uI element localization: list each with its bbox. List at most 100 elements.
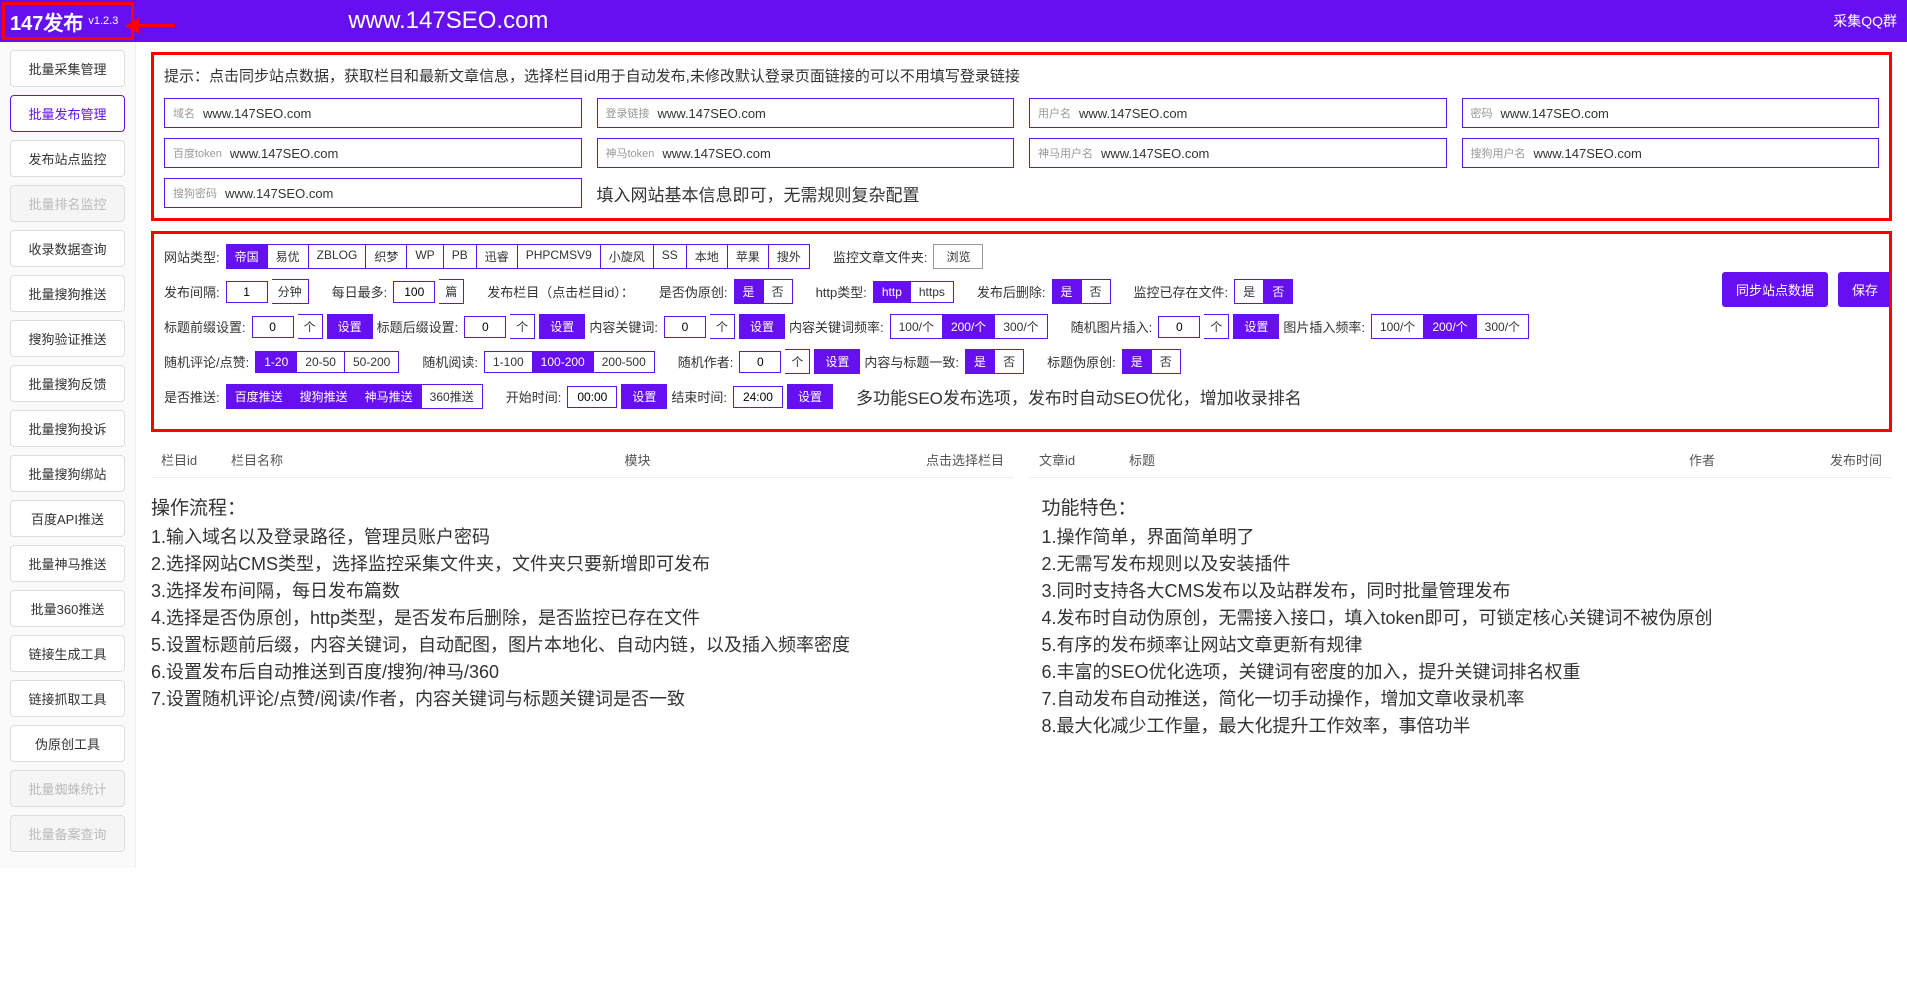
exist-group[interactable]: 是否 xyxy=(1234,279,1293,304)
option-button[interactable]: 否 xyxy=(1264,280,1292,303)
form-field[interactable]: 用户名www.147SEO.com xyxy=(1029,98,1447,128)
option-button[interactable]: 1-20 xyxy=(256,352,297,372)
art-author-header: 作者 xyxy=(1612,450,1792,469)
column-label: 发布栏目（点击栏目id）： xyxy=(487,282,634,301)
option-button[interactable]: 是 xyxy=(1235,280,1264,303)
sidebar-item[interactable]: 发布站点监控 xyxy=(10,140,125,177)
sidebar-item[interactable]: 批量搜狗反馈 xyxy=(10,365,125,402)
option-button[interactable]: 百度推送 xyxy=(227,385,292,408)
sidebar-item[interactable]: 伪原创工具 xyxy=(10,725,125,762)
option-button[interactable]: 200-500 xyxy=(594,352,654,372)
form-field[interactable]: 神马tokenwww.147SEO.com xyxy=(597,138,1015,168)
sidebar-item[interactable]: 搜狗验证推送 xyxy=(10,320,125,357)
option-button[interactable]: 否 xyxy=(1082,280,1110,303)
option-button[interactable]: 否 xyxy=(1152,350,1180,373)
form-field[interactable]: 登录链接www.147SEO.com xyxy=(597,98,1015,128)
match-group[interactable]: 是否 xyxy=(965,349,1024,374)
form-field[interactable]: 搜狗密码www.147SEO.com xyxy=(164,178,582,208)
imgfreq-group[interactable]: 100/个200/个300/个 xyxy=(1371,314,1529,339)
sidebar-item[interactable]: 批量搜狗推送 xyxy=(10,275,125,312)
sidebar-item[interactable]: 链接生成工具 xyxy=(10,635,125,672)
interval-input[interactable] xyxy=(226,281,268,303)
option-button[interactable]: 本地 xyxy=(687,245,728,268)
option-button[interactable]: 苹果 xyxy=(728,245,769,268)
suffix-set-button[interactable]: 设置 xyxy=(539,314,585,339)
end-input[interactable] xyxy=(733,386,783,408)
option-button[interactable]: 50-200 xyxy=(345,352,398,372)
option-button[interactable]: 易优 xyxy=(268,245,309,268)
option-button[interactable]: 是 xyxy=(735,280,764,303)
sidebar-item[interactable]: 批量搜狗投诉 xyxy=(10,410,125,447)
form-field[interactable]: 百度tokenwww.147SEO.com xyxy=(164,138,582,168)
read-group[interactable]: 1-100100-200200-500 xyxy=(484,351,655,373)
option-button[interactable]: 100-200 xyxy=(533,352,594,372)
del-group[interactable]: 是否 xyxy=(1052,279,1111,304)
kwfreq-group[interactable]: 100/个200/个300/个 xyxy=(890,314,1048,339)
form-field[interactable]: 搜狗用户名www.147SEO.com xyxy=(1462,138,1880,168)
http-group[interactable]: httphttps xyxy=(873,281,954,303)
site-type-group[interactable]: 帝国易优ZBLOG织梦WPPB迅睿PHPCMSV9小旋风SS本地苹果搜外 xyxy=(226,244,810,269)
sidebar-item[interactable]: 批量发布管理 xyxy=(10,95,125,132)
option-button[interactable]: 否 xyxy=(995,350,1023,373)
option-button[interactable]: 300/个 xyxy=(995,315,1046,338)
author-input[interactable] xyxy=(739,351,781,373)
tfake-group[interactable]: 是否 xyxy=(1122,349,1181,374)
option-button[interactable]: 100/个 xyxy=(891,315,943,338)
start-set-button[interactable]: 设置 xyxy=(621,384,667,409)
sidebar-item[interactable]: 百度API推送 xyxy=(10,500,125,537)
sidebar-item[interactable]: 批量搜狗绑站 xyxy=(10,455,125,492)
option-button[interactable]: 小旋风 xyxy=(601,245,654,268)
start-input[interactable] xyxy=(567,386,617,408)
author-set-button[interactable]: 设置 xyxy=(814,349,860,374)
option-button[interactable]: 搜外 xyxy=(769,245,809,268)
option-button[interactable]: ZBLOG xyxy=(309,245,367,268)
option-button[interactable]: 1-100 xyxy=(485,352,533,372)
option-button[interactable]: 帝国 xyxy=(227,245,268,268)
img-input[interactable] xyxy=(1158,316,1200,338)
option-button[interactable]: PB xyxy=(444,245,477,268)
sidebar-item[interactable]: 链接抓取工具 xyxy=(10,680,125,717)
option-button[interactable]: 神马推送 xyxy=(357,385,422,408)
sidebar-item[interactable]: 收录数据查询 xyxy=(10,230,125,267)
push-group[interactable]: 百度推送搜狗推送神马推送360推送 xyxy=(226,384,483,409)
option-button[interactable]: https xyxy=(911,282,953,302)
option-button[interactable]: 织梦 xyxy=(366,245,407,268)
push-label: 是否推送: xyxy=(164,387,220,406)
form-field[interactable]: 域名www.147SEO.com xyxy=(164,98,582,128)
suffix-input[interactable] xyxy=(464,316,506,338)
fake-group[interactable]: 是否 xyxy=(734,279,793,304)
option-button[interactable]: http xyxy=(874,282,911,302)
kw-set-button[interactable]: 设置 xyxy=(739,314,785,339)
prefix-input[interactable] xyxy=(252,316,294,338)
prefix-set-button[interactable]: 设置 xyxy=(327,314,373,339)
option-button[interactable]: 200/个 xyxy=(1424,315,1476,338)
form-field[interactable]: 密码www.147SEO.com xyxy=(1462,98,1880,128)
option-button[interactable]: 200/个 xyxy=(943,315,995,338)
qq-group-link[interactable]: 采集QQ群 xyxy=(1833,11,1897,31)
option-button[interactable]: 是 xyxy=(1123,350,1152,373)
sidebar-item[interactable]: 批量采集管理 xyxy=(10,50,125,87)
option-button[interactable]: 是 xyxy=(1053,280,1082,303)
daily-label: 每日最多: xyxy=(332,282,388,301)
kw-input[interactable] xyxy=(664,316,706,338)
sidebar-item[interactable]: 批量360推送 xyxy=(10,590,125,627)
option-button[interactable]: 360推送 xyxy=(422,385,482,408)
option-button[interactable]: 100/个 xyxy=(1372,315,1424,338)
option-button[interactable]: 迅睿 xyxy=(477,245,518,268)
sidebar-item[interactable]: 批量神马推送 xyxy=(10,545,125,582)
daily-input[interactable] xyxy=(393,281,435,303)
option-button[interactable]: PHPCMSV9 xyxy=(518,245,601,268)
option-button[interactable]: WP xyxy=(407,245,443,268)
option-button[interactable]: 300/个 xyxy=(1477,315,1528,338)
option-button[interactable]: 是 xyxy=(966,350,995,373)
img-set-button[interactable]: 设置 xyxy=(1233,314,1279,339)
option-button[interactable]: 搜狗推送 xyxy=(292,385,357,408)
end-set-button[interactable]: 设置 xyxy=(787,384,833,409)
option-button[interactable]: 否 xyxy=(764,280,792,303)
like-group[interactable]: 1-2020-5050-200 xyxy=(255,351,399,373)
col-name-header: 栏目名称 xyxy=(231,450,351,469)
option-button[interactable]: 20-50 xyxy=(297,352,345,372)
option-button[interactable]: SS xyxy=(654,245,687,268)
form-field[interactable]: 神马用户名www.147SEO.com xyxy=(1029,138,1447,168)
browse-button[interactable]: 浏览 xyxy=(933,244,983,269)
